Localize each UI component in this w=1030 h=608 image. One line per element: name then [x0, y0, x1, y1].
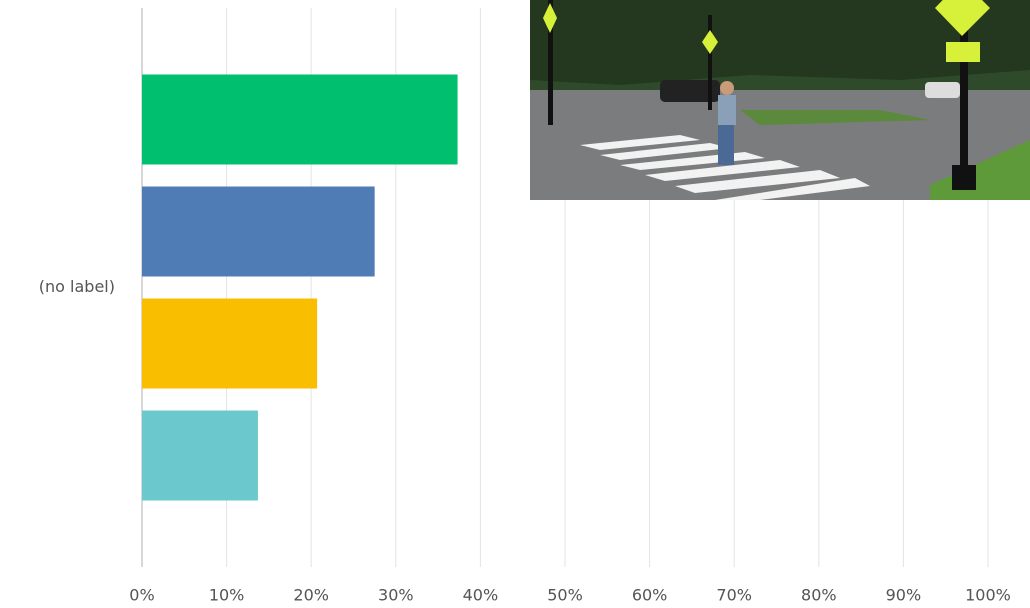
x-tick-label: 50% [547, 586, 583, 605]
bar [142, 186, 375, 277]
bar [142, 74, 458, 165]
x-tick-label: 100% [965, 586, 1011, 605]
x-tick-label: 40% [463, 586, 499, 605]
bar [142, 298, 318, 389]
x-tick-label: 0% [129, 586, 154, 605]
x-tick-label: 30% [378, 586, 414, 605]
plot-area: 0% 10% 20% 30% 40% 50% 60% 70% 80% 90% 100% (no lab… [39, 8, 1011, 605]
photo [530, 0, 1030, 200]
x-tick-label: 10% [209, 586, 245, 605]
x-tick-label: 80% [801, 586, 837, 605]
x-tick-label: 90% [886, 586, 922, 605]
x-tick-label: 70% [716, 586, 752, 605]
x-tick-label: 60% [632, 586, 668, 605]
bar [142, 410, 258, 501]
y-tick-label: (no label) [39, 277, 115, 296]
x-tick-label: 20% [293, 586, 329, 605]
